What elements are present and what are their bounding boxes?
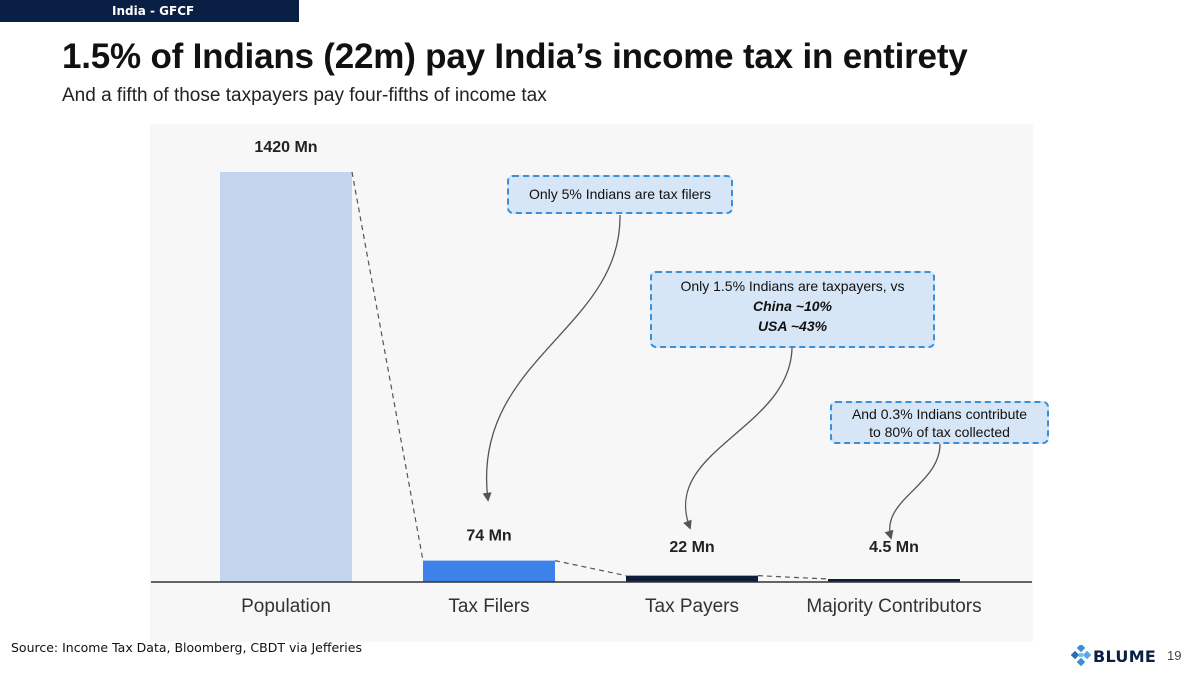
- callout-contributors-line2: to 80% of tax collected: [869, 424, 1010, 440]
- value-label-majority-contributors: 4.5 Mn: [869, 539, 919, 556]
- source-note: Source: Income Tax Data, Bloomberg, CBDT…: [11, 640, 362, 655]
- funnel-connector-2: [554, 560, 627, 577]
- section-tag: India - GFCF: [0, 0, 299, 22]
- callout-arrow-taxpayers: [683, 347, 793, 530]
- callout-arrow-filers: [482, 214, 621, 502]
- bar-population: [220, 172, 352, 582]
- callout-taxpayers-china: China ~10%: [753, 298, 832, 314]
- category-label-population: Population: [241, 596, 331, 617]
- callout-filers-text: Only 5% Indians are tax filers: [528, 186, 712, 202]
- value-label-population: 1420 Mn: [254, 139, 317, 156]
- blume-logo-mark-icon: [1071, 645, 1091, 667]
- callout-contributors: And 0.3% Indians contribute to 80% of ta…: [830, 401, 1049, 444]
- category-label-tax-filers: Tax Filers: [448, 596, 529, 617]
- callout-tax-filers: Only 5% Indians are tax filers: [507, 175, 733, 214]
- category-label-tax-payers: Tax Payers: [645, 596, 739, 617]
- bar-tax-payers: [626, 575, 758, 582]
- page-title: 1.5% of Indians (22m) pay India’s income…: [62, 37, 968, 76]
- category-label-majority-contributors: Majority Contributors: [806, 596, 981, 617]
- value-label-tax-filers: 74 Mn: [466, 528, 511, 545]
- callout-taxpayers-usa: USA ~43%: [757, 318, 828, 334]
- blume-logo: BLUME: [1071, 645, 1156, 667]
- blume-logo-text: BLUME: [1093, 646, 1157, 666]
- bar-tax-filers: [423, 560, 555, 582]
- callout-taxpayers-line1: Only 1.5% Indians are taxpayers, vs: [680, 278, 905, 294]
- page-subtitle: And a fifth of those taxpayers pay four-…: [62, 85, 547, 106]
- value-label-tax-payers: 22 Mn: [669, 539, 714, 556]
- callout-arrow-contributors: [884, 443, 941, 540]
- page-number: 19: [1167, 648, 1182, 663]
- funnel-connector-1: [351, 171, 424, 561]
- bar-majority-contributors: [828, 579, 960, 582]
- funnel-connector-3: [757, 575, 829, 580]
- callout-contributors-line1: And 0.3% Indians contribute: [851, 406, 1028, 422]
- callout-taxpayers: Only 1.5% Indians are taxpayers, vs Chin…: [650, 271, 935, 348]
